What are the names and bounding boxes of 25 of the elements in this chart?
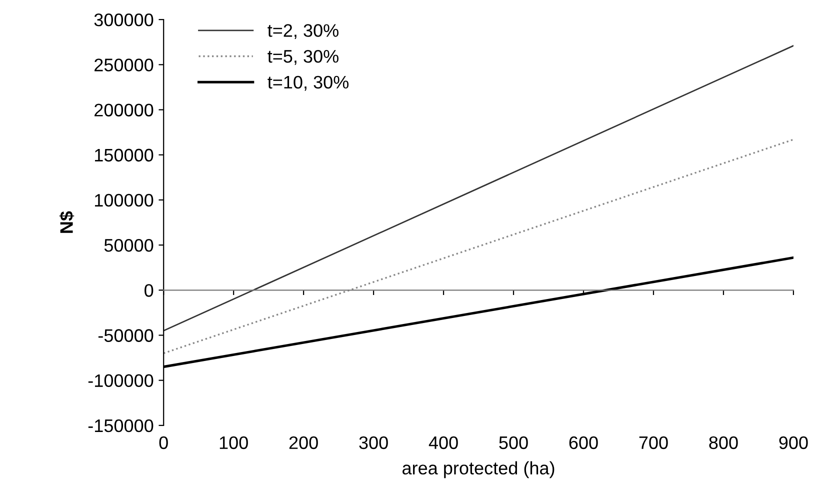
x-tick-label: 400: [428, 436, 458, 450]
x-tick-label: 500: [499, 436, 528, 450]
legend-label: t=5, 30%: [268, 50, 338, 65]
x-tick-label: 800: [709, 436, 738, 450]
x-axis-title: area protected (ha): [402, 461, 554, 478]
x-tick-label: 0: [159, 436, 168, 450]
y-tick-label: 0: [144, 284, 154, 297]
y-tick-label: 250000: [94, 58, 154, 72]
x-tick-label: 600: [569, 436, 598, 450]
y-axis-title: N$: [59, 211, 74, 233]
y-tick-label: 200000: [94, 104, 154, 116]
x-tick-label: 100: [220, 436, 248, 450]
y-tick-label: 100000: [95, 194, 154, 207]
y-tick-label: -100000: [88, 374, 154, 388]
x-tick-label: 700: [639, 436, 668, 450]
y-tick-label: -50000: [98, 329, 154, 342]
y-tick-label: 300000: [94, 13, 154, 26]
y-tick-label: 50000: [104, 238, 154, 252]
legend-label: t=10, 30%: [268, 76, 349, 91]
x-tick-label: 900: [779, 436, 808, 450]
y-tick-label: -150000: [88, 419, 154, 432]
x-tick-label: 300: [359, 436, 388, 450]
legend-label: t=2, 30%: [268, 24, 338, 40]
y-tick-label: 150000: [95, 148, 154, 162]
x-tick-label: 200: [289, 436, 318, 450]
